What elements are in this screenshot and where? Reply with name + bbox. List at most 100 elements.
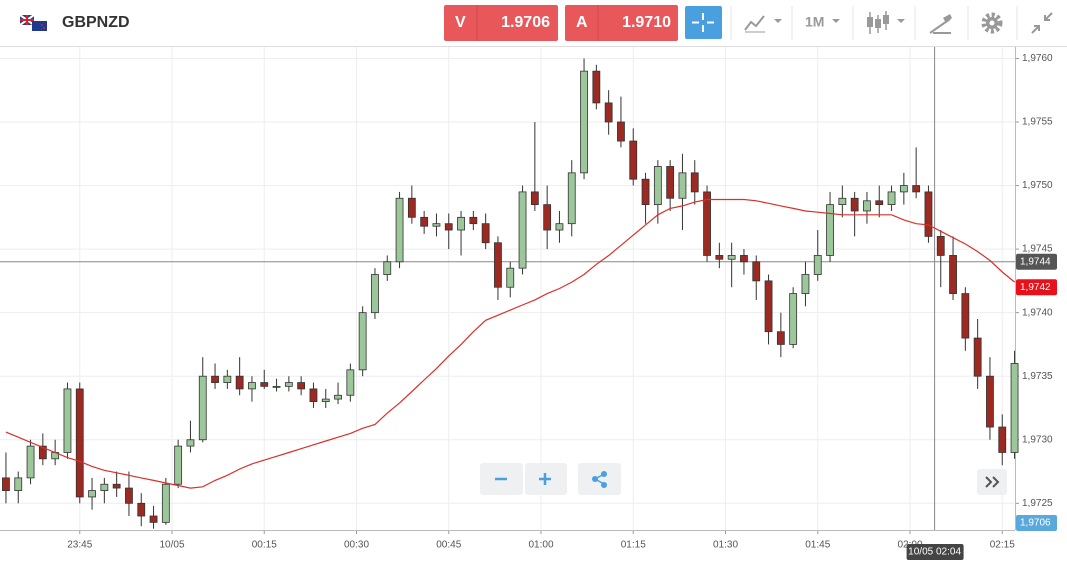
candle-body xyxy=(383,261,392,275)
candle-body xyxy=(998,426,1007,453)
last-price-label-bg xyxy=(1016,279,1057,296)
x-tick-label: 00:30 xyxy=(344,540,369,551)
candle-body xyxy=(899,185,908,193)
candle-body xyxy=(149,515,158,523)
y-tick-label: 1,9745 xyxy=(1022,244,1053,255)
candle-body xyxy=(100,483,109,491)
crosshair-button[interactable] xyxy=(685,6,722,39)
candle-body xyxy=(457,216,465,231)
candle-body xyxy=(838,197,847,206)
crosshair-button-bg[interactable] xyxy=(685,6,722,39)
bid-price-label: 1,9706 xyxy=(1020,518,1051,529)
flag-icon xyxy=(19,14,47,31)
candle-body xyxy=(137,502,146,517)
candle-body xyxy=(703,191,711,256)
candle-body xyxy=(358,312,367,371)
candle-body xyxy=(543,204,552,231)
candle-body xyxy=(740,255,748,263)
x-tick-label: 01:15 xyxy=(621,540,646,551)
candle-body xyxy=(715,255,724,260)
candle-body xyxy=(764,280,773,333)
candle-body xyxy=(297,382,306,390)
candle-body xyxy=(826,204,834,256)
last-price-label: 1,9742 xyxy=(1020,282,1051,293)
candle-body xyxy=(887,191,896,206)
x-tick-label: 00:45 xyxy=(436,540,461,551)
candle-body xyxy=(432,223,441,227)
y-tick-label: 1,9750 xyxy=(1022,180,1053,191)
settings-button[interactable] xyxy=(981,12,1003,34)
candle-body xyxy=(592,70,601,104)
y-tick-label: 1,9755 xyxy=(1022,117,1053,128)
x-tick-label: 01:45 xyxy=(805,540,830,551)
x-tick-label: 01:00 xyxy=(528,540,553,551)
candle-body xyxy=(801,274,810,294)
candle-body xyxy=(321,398,330,403)
candle-body xyxy=(961,293,970,339)
share-button[interactable] xyxy=(578,463,621,495)
buy-label: A xyxy=(576,14,588,31)
zoom-controls xyxy=(480,463,621,495)
timeframe: 1M xyxy=(805,14,824,30)
candle-body xyxy=(75,388,84,498)
crosshair-price-label: 1,9744 xyxy=(1020,256,1051,267)
buy-button-bg[interactable] xyxy=(565,5,678,41)
candle-body xyxy=(125,487,133,504)
sell-label: V xyxy=(455,14,466,31)
y-tick-label: 1,9735 xyxy=(1022,371,1053,382)
symbol: GBPNZD xyxy=(62,14,130,31)
timeframe-button[interactable]: 1M xyxy=(805,14,840,30)
scroll-right-button[interactable] xyxy=(977,469,1007,495)
candle-body xyxy=(198,375,207,441)
candle-body xyxy=(346,369,355,396)
candle-body xyxy=(88,490,96,498)
buy-button[interactable]: A 1.9710 xyxy=(565,5,678,41)
share-icon xyxy=(592,471,607,488)
candle-body xyxy=(850,197,859,212)
double-chevron-icon xyxy=(985,476,1000,488)
candle-body xyxy=(567,172,576,225)
buy-price: 1.9710 xyxy=(622,14,671,31)
candle-body xyxy=(875,200,884,206)
plus-icon xyxy=(539,473,551,485)
x-tick-label: 01:30 xyxy=(713,540,738,551)
sell-button[interactable]: V 1.9706 xyxy=(444,5,558,41)
candle-body xyxy=(248,382,256,390)
candle-style-button[interactable] xyxy=(867,11,905,34)
candle-body xyxy=(494,242,502,288)
collapse-button[interactable] xyxy=(1031,12,1053,34)
candle-body xyxy=(973,337,982,377)
candle-body xyxy=(789,293,798,345)
candle-body xyxy=(26,445,35,479)
candle-body xyxy=(272,385,281,388)
candle-body xyxy=(284,382,293,387)
candle-body xyxy=(2,477,10,491)
candle-body xyxy=(986,375,994,428)
y-tick-label: 1,9725 xyxy=(1022,498,1053,509)
candle-body xyxy=(1010,363,1019,453)
candle-body xyxy=(690,172,699,193)
candle-body xyxy=(666,166,675,199)
candle-body xyxy=(924,191,933,237)
crosshair-price-label-bg xyxy=(1016,253,1057,270)
sell-price: 1.9706 xyxy=(501,14,550,31)
drawing-tools-button[interactable] xyxy=(929,14,952,34)
candle-body xyxy=(580,70,588,174)
candle-body xyxy=(407,197,416,218)
candle-body xyxy=(260,382,269,387)
candle-body xyxy=(629,140,638,180)
crosshair-icon xyxy=(692,13,714,32)
candle-body xyxy=(186,439,195,447)
candle-body xyxy=(530,191,539,206)
candle-body xyxy=(420,216,429,227)
chart-type-button[interactable] xyxy=(744,15,782,33)
sell-button-bg[interactable] xyxy=(444,5,558,41)
moving-average-line xyxy=(5,198,1015,489)
candle-body xyxy=(604,102,613,123)
y-tick-label: 1,9730 xyxy=(1022,434,1053,445)
candle-body xyxy=(211,375,219,383)
candle-body xyxy=(481,223,490,244)
candle-body xyxy=(112,483,121,489)
